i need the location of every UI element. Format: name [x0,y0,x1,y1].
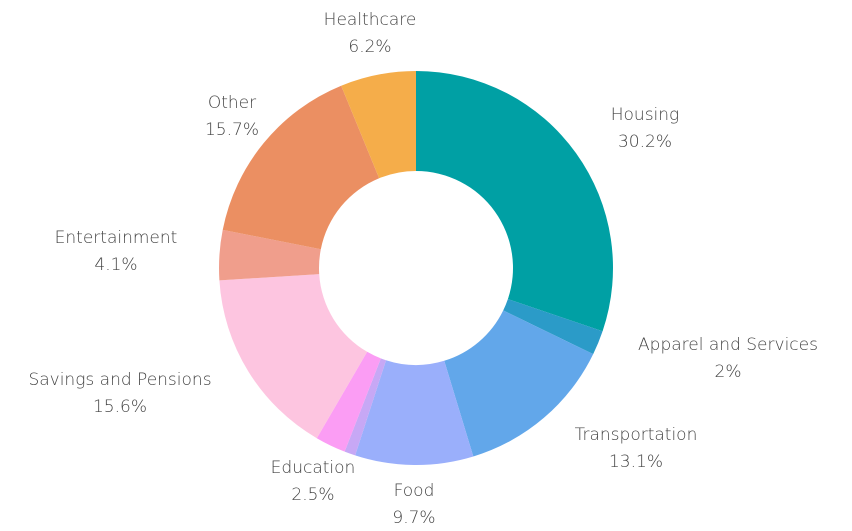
slice [355,360,474,465]
slice-value: 6.2% [348,37,391,57]
slice-label: Food [394,481,435,501]
slice-label: Education [271,458,356,478]
slice-label: Savings and Pensions [28,370,211,390]
slice [344,358,387,456]
slice-value: 30.2% [618,132,672,152]
slice-label: Apparel and Services [638,335,818,355]
slice [444,310,594,457]
slice-value: 2% [715,362,742,382]
slice-label: Transportation [575,425,698,445]
slice-value: 2.5% [291,485,334,505]
slice-value: 9.7% [392,508,435,528]
slice [219,274,368,439]
slice-label: Housing [611,105,680,125]
slice [416,71,613,332]
slice [503,299,603,355]
slice [316,351,381,452]
slice-label: Healthcare [324,10,417,30]
slice-value: 15.6% [93,397,147,417]
slice-label: Entertainment [55,228,178,248]
slice-value: 4.1% [94,255,137,275]
slice-value: 13.1% [609,452,663,472]
slice [341,71,416,179]
slice-value: 15.7% [205,120,259,140]
slice-label: Other [208,93,256,113]
slice [222,85,380,250]
slice [219,229,321,281]
